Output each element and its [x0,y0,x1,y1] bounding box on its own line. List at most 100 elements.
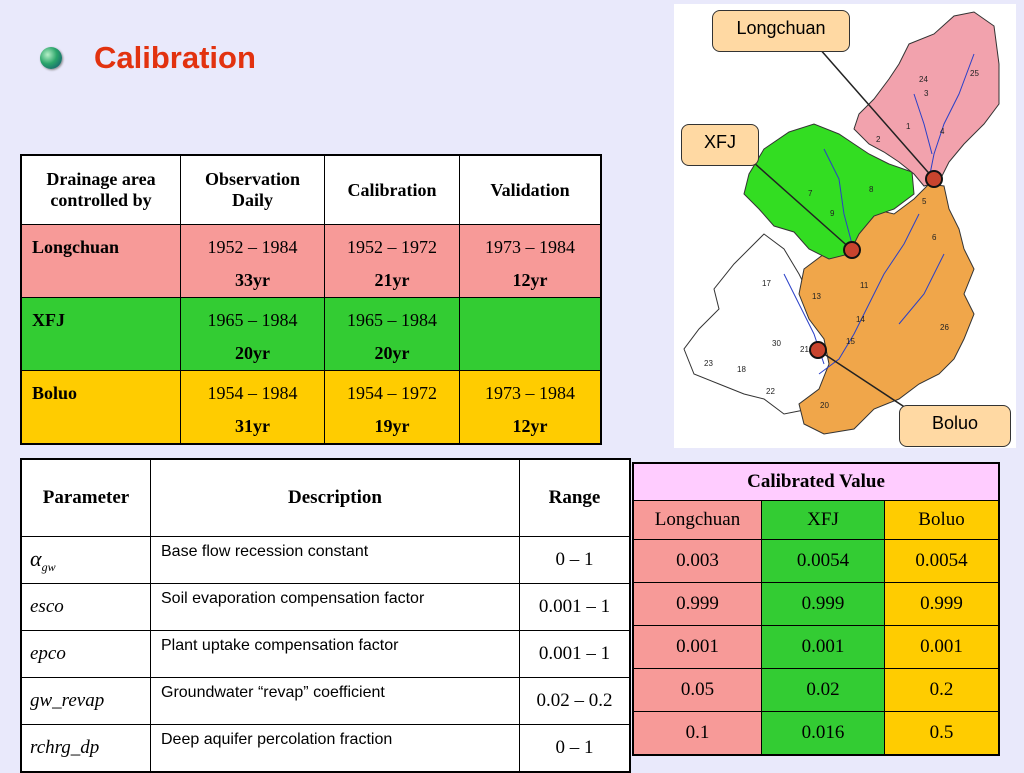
table-row: 0.999 0.999 0.999 [632,582,1000,626]
period: 1973 – 1984 [485,383,575,403]
col-header-parameter: Parameter [20,458,151,537]
longchuan-gauge-marker [925,170,943,188]
observation-cell: 1952 – 1984 33yr [180,224,325,298]
parameter-range: 0 – 1 [519,724,631,773]
value-cell: 0.016 [761,711,885,756]
xfj-gauge-marker [843,241,861,259]
callout-boluo: Boluo [899,405,1011,447]
subbasin-label: 18 [737,365,746,374]
col-header-drainage: Drainage area controlled by [20,154,181,225]
subbasin-label: 2 [876,135,881,144]
title-row: Calibration [40,40,256,76]
table-row: esco Soil evaporation compensation facto… [20,583,631,631]
period: 1952 – 1972 [347,237,437,257]
calibrated-value-table: Calibrated Value Longchuan XFJ Boluo 0.0… [632,462,1000,756]
parameter-description: Plant uptake compensation factor [150,630,520,678]
table-header-row: Calibrated Value [632,462,1000,501]
observation-cell: 1954 – 1984 31yr [180,370,325,445]
parameter-name: gw_revap [20,677,151,725]
table-row: rchrg_dp Deep aquifer percolation fracti… [20,724,631,773]
years: 12yr [512,416,548,436]
value-cell: 0.001 [761,625,885,669]
subbasin-label: 24 [919,75,928,84]
parameter-name: esco [20,583,151,631]
parameter-description: Groundwater “revap” coefficient [150,677,520,725]
table-row: 0.05 0.02 0.2 [632,668,1000,712]
years: 12yr [512,270,548,290]
table-row: gw_revap Groundwater “revap” coefficient… [20,677,631,725]
parameter-range: 0.001 – 1 [519,583,631,631]
subbasin-label: 1 [906,122,911,131]
parameter-description: Base flow recession constant [150,536,520,584]
value-cell: 0.0054 [884,539,1000,583]
parameter-description: Soil evaporation compensation factor [150,583,520,631]
subbasin-label: 17 [762,279,771,288]
col-header-longchuan: Longchuan [632,500,762,540]
period: 1965 – 1984 [347,310,437,330]
subbasin-label: 26 [940,323,949,332]
subbasin-label: 25 [970,69,979,78]
subbasin-label: 13 [812,292,821,301]
value-cell: 0.003 [632,539,762,583]
years: 19yr [374,416,410,436]
period: 1973 – 1984 [485,237,575,257]
calibration-periods-table: Drainage area controlled by Observation … [20,154,602,445]
subbasin-label: 4 [940,127,945,136]
alpha-symbol: α [30,545,42,571]
subbasin-label: 3 [924,89,929,98]
parameter-name: epco [20,630,151,678]
table-row: 0.1 0.016 0.5 [632,711,1000,756]
period: 1954 – 1972 [347,383,437,403]
col-header-boluo: Boluo [884,500,1000,540]
calibration-cell: 1965 – 1984 20yr [324,297,460,371]
parameter-table: Parameter Description Range αgw Base flo… [20,458,631,773]
col-header-observation: Observation Daily [180,154,325,225]
value-cell: 0.999 [632,582,762,626]
col-header-calibration: Calibration [324,154,460,225]
calibration-cell: 1952 – 1972 21yr [324,224,460,298]
subbasin-label: 6 [932,233,937,242]
subbasin-label: 5 [922,197,927,206]
col-header-validation: Validation [459,154,602,225]
years: 31yr [235,416,270,436]
value-cell: 0.1 [632,711,762,756]
subbasin-label: 30 [772,339,781,348]
slide-title: Calibration [94,40,256,75]
watershed-map: 25 24 1 2 3 4 5 6 7 8 9 11 13 14 15 17 1… [674,4,1016,448]
callout-xfj: XFJ [681,124,759,166]
subbasin-label: 21 [800,345,809,354]
years: 20yr [235,343,270,363]
value-cell: 0.5 [884,711,1000,756]
observation-cell: 1965 – 1984 20yr [180,297,325,371]
subbasin-label: 8 [869,185,874,194]
years: 20yr [374,343,410,363]
subbasin-label: 14 [856,315,865,324]
parameter-name: rchrg_dp [20,724,151,773]
callout-leaders [743,47,935,409]
xfj-subbasins [743,123,915,260]
subbasin-label: 9 [830,209,835,218]
years: 33yr [235,270,270,290]
parameter-range: 0 – 1 [519,536,631,584]
value-cell: 0.001 [884,625,1000,669]
table-row: epco Plant uptake compensation factor 0.… [20,630,631,678]
parameter-description: Deep aquifer percolation fraction [150,724,520,773]
boluo-gauge-marker [809,341,827,359]
period: 1954 – 1984 [207,383,298,403]
value-cell: 0.2 [884,668,1000,712]
subbasin-label: 7 [808,189,813,198]
river-network [783,53,975,375]
table-header-row: Parameter Description Range [20,458,631,537]
value-cell: 0.999 [761,582,885,626]
subbasin-label: 22 [766,387,775,396]
calibration-cell: 1954 – 1972 19yr [324,370,460,445]
years: 21yr [374,270,410,290]
subbasin-label: 11 [860,281,869,290]
station-name: Boluo [20,370,181,445]
table-row: αgw Base flow recession constant 0 – 1 [20,536,631,584]
subbasin-label: 20 [820,401,829,410]
value-cell: 0.02 [761,668,885,712]
table-row: 0.003 0.0054 0.0054 [632,539,1000,583]
table-row: XFJ 1965 – 1984 20yr 1965 – 1984 20yr [20,297,602,371]
value-cell: 0.05 [632,668,762,712]
